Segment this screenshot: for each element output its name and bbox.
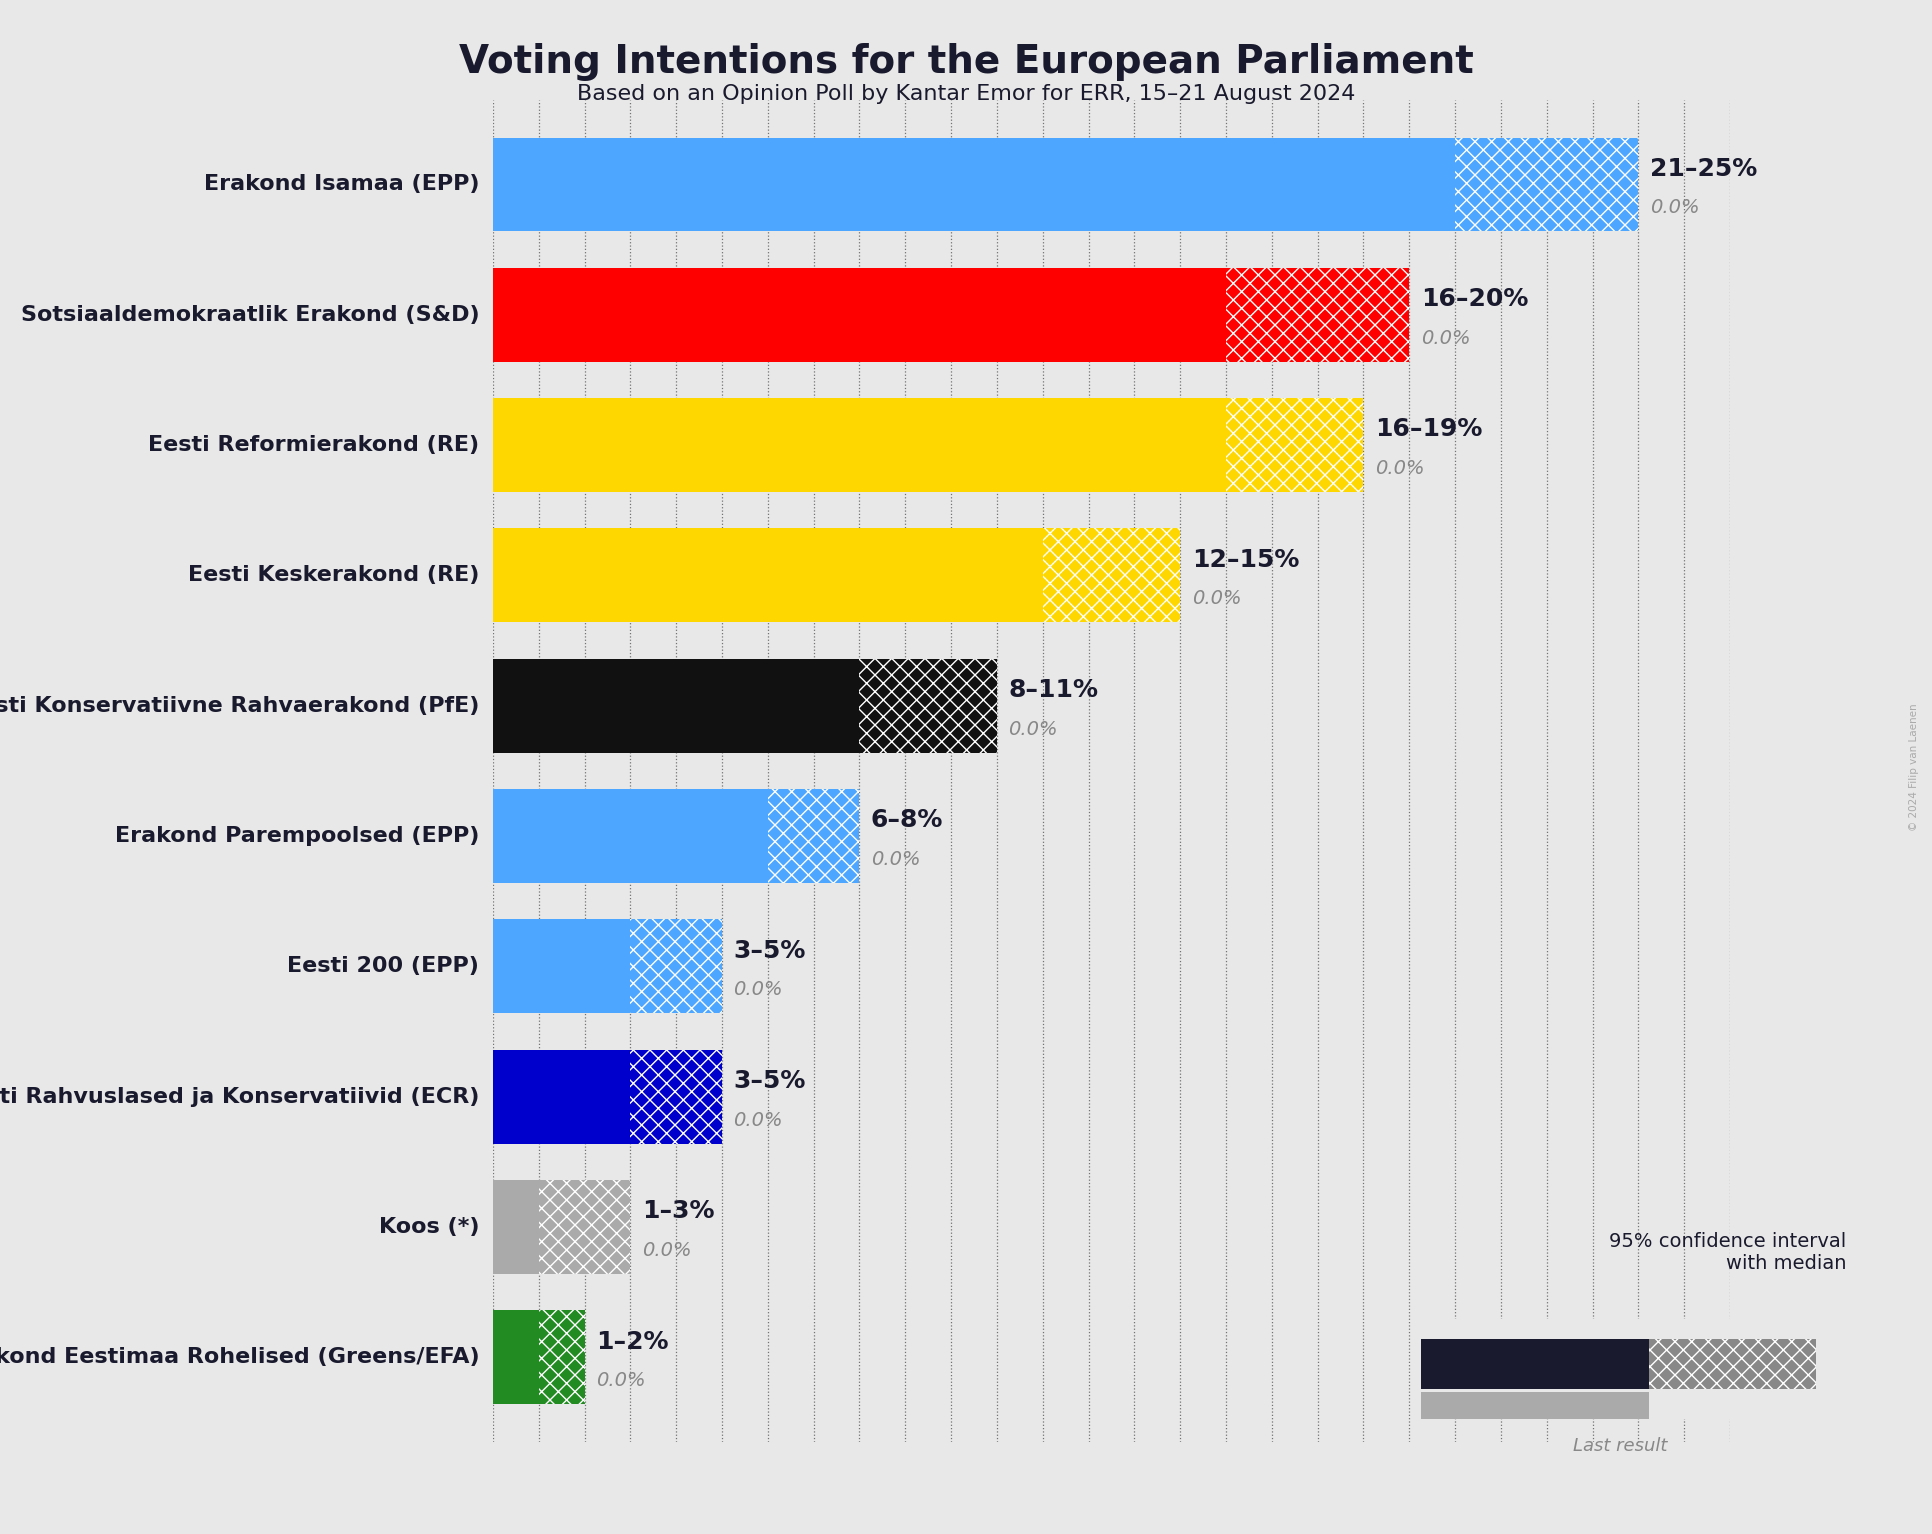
Text: 0.0%: 0.0% xyxy=(1650,198,1698,218)
Bar xyxy=(539,1310,583,1404)
Text: 21–25%: 21–25% xyxy=(1650,156,1756,181)
Bar xyxy=(539,1180,630,1273)
Bar xyxy=(493,1310,539,1404)
Text: 6–8%: 6–8% xyxy=(871,808,943,833)
Text: 1–2%: 1–2% xyxy=(595,1330,668,1353)
Text: 0.0%: 0.0% xyxy=(1374,459,1424,479)
Text: Eesti Konservatiivne Rahvaerakond (PfE): Eesti Konservatiivne Rahvaerakond (PfE) xyxy=(0,696,479,716)
Bar xyxy=(1420,1391,1648,1419)
Bar xyxy=(1225,268,1408,362)
Text: 0.0%: 0.0% xyxy=(732,980,782,999)
Text: 0.0%: 0.0% xyxy=(641,1241,692,1259)
Bar xyxy=(1041,528,1180,623)
Bar xyxy=(493,658,860,753)
Bar xyxy=(1420,1339,1648,1390)
Text: 3–5%: 3–5% xyxy=(732,939,806,963)
Bar xyxy=(860,658,997,753)
Text: 95% confidence interval
with median: 95% confidence interval with median xyxy=(1607,1232,1845,1273)
Text: Sotsiaaldemokraatlik Erakond (S&D): Sotsiaaldemokraatlik Erakond (S&D) xyxy=(21,305,479,325)
Text: 0.0%: 0.0% xyxy=(595,1371,645,1390)
Text: Erakond Isamaa (EPP): Erakond Isamaa (EPP) xyxy=(203,175,479,195)
Bar xyxy=(493,788,767,884)
Text: 16–20%: 16–20% xyxy=(1420,287,1528,311)
Text: Erakond Eestimaa Rohelised (Greens/EFA): Erakond Eestimaa Rohelised (Greens/EFA) xyxy=(0,1347,479,1367)
Text: Eesti Keskerakond (RE): Eesti Keskerakond (RE) xyxy=(187,566,479,586)
Text: 16–19%: 16–19% xyxy=(1374,417,1482,442)
Bar xyxy=(493,1049,630,1143)
Bar xyxy=(493,528,1041,623)
Bar xyxy=(767,788,860,884)
Bar xyxy=(493,399,1225,492)
Bar xyxy=(1648,1339,1814,1390)
Text: 0.0%: 0.0% xyxy=(1420,328,1470,348)
Bar xyxy=(1225,399,1362,492)
Text: 0.0%: 0.0% xyxy=(732,1111,782,1129)
Text: Eesti Rahvuslased ja Konservatiivid (ECR): Eesti Rahvuslased ja Konservatiivid (ECR… xyxy=(0,1086,479,1106)
Bar xyxy=(630,919,723,1014)
Text: © 2024 Filip van Laenen: © 2024 Filip van Laenen xyxy=(1909,703,1918,831)
Bar xyxy=(493,268,1225,362)
Text: 0.0%: 0.0% xyxy=(1009,719,1057,739)
Text: Eesti Reformierakond (RE): Eesti Reformierakond (RE) xyxy=(149,436,479,456)
Bar xyxy=(630,1049,723,1143)
Bar xyxy=(493,138,1455,232)
Text: Erakond Parempoolsed (EPP): Erakond Parempoolsed (EPP) xyxy=(114,825,479,845)
Text: 12–15%: 12–15% xyxy=(1190,548,1298,572)
Text: 8–11%: 8–11% xyxy=(1009,678,1097,703)
Text: Last result: Last result xyxy=(1573,1437,1665,1456)
Bar xyxy=(1455,138,1638,232)
Bar xyxy=(493,919,630,1014)
Text: 0.0%: 0.0% xyxy=(871,850,920,868)
Text: Koos (*): Koos (*) xyxy=(379,1216,479,1236)
Bar xyxy=(493,1180,539,1273)
Text: 1–3%: 1–3% xyxy=(641,1200,715,1223)
Text: 0.0%: 0.0% xyxy=(1190,589,1240,609)
Text: Voting Intentions for the European Parliament: Voting Intentions for the European Parli… xyxy=(460,43,1472,81)
Text: Based on an Opinion Poll by Kantar Emor for ERR, 15–21 August 2024: Based on an Opinion Poll by Kantar Emor … xyxy=(578,84,1354,104)
Text: Eesti 200 (EPP): Eesti 200 (EPP) xyxy=(288,956,479,976)
Text: 3–5%: 3–5% xyxy=(732,1069,806,1094)
